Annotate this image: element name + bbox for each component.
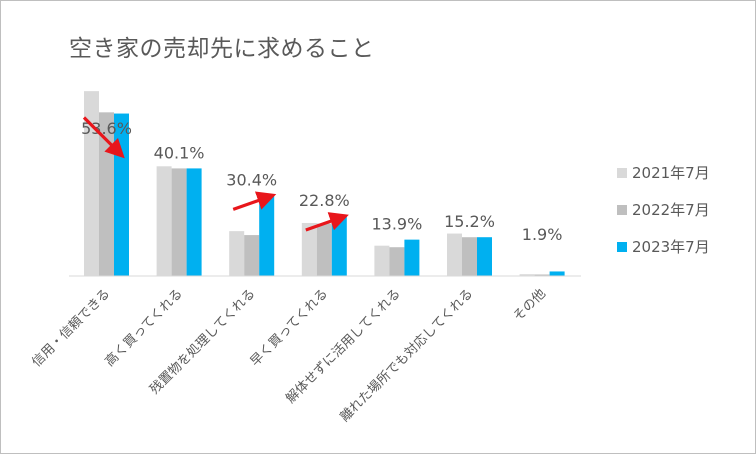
legend-swatch-1 — [617, 168, 627, 178]
chart-title: 空き家の売却先に求めること — [69, 36, 375, 62]
bar-1-5 — [374, 245, 390, 276]
bar-2-7 — [534, 274, 550, 276]
bars-layer — [84, 91, 565, 276]
bar-1-6 — [447, 233, 462, 276]
bar-3-6 — [477, 237, 492, 276]
bar-2-4 — [316, 223, 332, 276]
data-label-3: 30.4% — [226, 170, 277, 189]
bar-2-2 — [171, 168, 187, 276]
trend-arrow-2 — [232, 191, 277, 211]
data-labels-layer: 53.6% 40.1% 30.4% 22.8% 13.9% 15.2% 1.9% — [81, 119, 562, 244]
data-label-7: 1.9% — [522, 225, 563, 244]
data-label-1: 53.6% — [81, 119, 132, 138]
bar-1-4 — [301, 222, 317, 276]
bar-3-7 — [549, 271, 565, 276]
bar-1-1 — [84, 91, 99, 276]
category-label-1: 信用・信頼できる — [29, 286, 113, 370]
data-label-5: 13.9% — [371, 215, 422, 234]
bar-3-5 — [404, 239, 420, 276]
legend-label-3: 2023年7月 — [632, 238, 710, 256]
bar-2-3 — [244, 235, 260, 276]
bar-3-2 — [186, 168, 202, 276]
bar-3-4 — [331, 215, 347, 276]
annotation-arrows-layer — [82, 116, 349, 232]
legend-label-1: 2021年7月 — [632, 164, 710, 182]
bar-2-5 — [389, 247, 405, 276]
trend-arrow-1 — [82, 116, 125, 159]
category-labels-layer: 信用・信頼できる高く買ってくれる残置物を処理してくれる早く買ってくれる解体せずに… — [29, 286, 549, 425]
category-label-7: その他 — [511, 286, 549, 324]
bar-2-6 — [462, 237, 477, 276]
category-label-6: 離れた場所でも対応してくれる — [338, 286, 477, 425]
category-label-2: 高く買ってくれる — [102, 286, 186, 370]
legend: 2021年7月 2022年7月 2023年7月 — [617, 164, 710, 256]
legend-label-2: 2022年7月 — [632, 201, 710, 219]
bar-3-3 — [259, 195, 275, 276]
legend-swatch-3 — [617, 242, 627, 252]
data-label-6: 15.2% — [444, 212, 495, 231]
category-label-4: 早く買ってくれる — [248, 286, 331, 369]
data-label-2: 40.1% — [154, 143, 205, 162]
bar-1-2 — [156, 166, 172, 276]
bar-1-3 — [229, 231, 245, 276]
trend-arrow-3 — [305, 212, 349, 232]
data-label-4: 22.8% — [299, 191, 350, 210]
legend-swatch-2 — [617, 205, 627, 215]
bar-1-7 — [519, 274, 535, 276]
